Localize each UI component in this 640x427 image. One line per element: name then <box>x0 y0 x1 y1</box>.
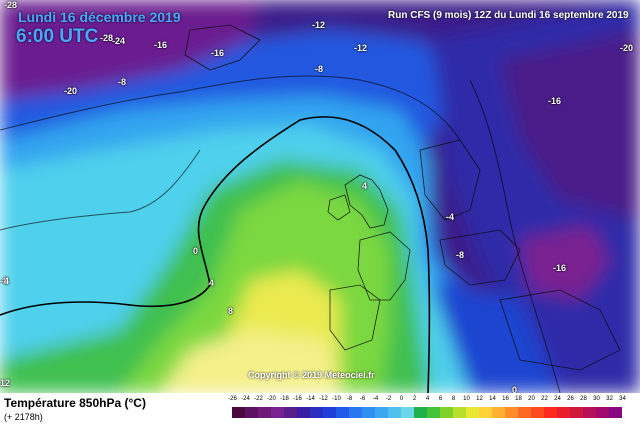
scale-tick-label: -16 <box>293 396 302 402</box>
color-swatch <box>258 407 271 418</box>
isotherm-label: -16 <box>211 48 225 58</box>
color-swatch <box>271 407 284 418</box>
isotherm-label: 12 <box>0 378 11 388</box>
scale-tick-label: 30 <box>593 396 600 402</box>
isotherm-label: -16 <box>553 263 567 273</box>
scale-tick-label: -8 <box>346 396 353 402</box>
scale-tick-label: 4 <box>425 396 430 402</box>
color-swatch <box>245 407 258 418</box>
color-swatch <box>505 407 518 418</box>
forecast-date: Lundi 16 décembre 2019 <box>18 9 181 25</box>
color-swatch <box>414 407 427 418</box>
color-swatch <box>492 407 505 418</box>
isotherm-label: -12 <box>354 43 368 53</box>
scale-tick-label: 22 <box>541 396 548 402</box>
color-swatch <box>557 407 570 418</box>
scale-tick-label: -18 <box>280 396 289 402</box>
isotherm-label: 4 <box>209 278 215 288</box>
scale-tick-label: 8 <box>451 396 456 402</box>
isotherm-label: 0 <box>193 246 199 256</box>
color-swatch <box>284 407 297 418</box>
scale-tick-label: 2 <box>412 396 417 402</box>
color-swatch <box>453 407 466 418</box>
isotherm-label: -8 <box>118 77 127 87</box>
color-swatch <box>401 407 414 418</box>
isotherm-label: -28 <box>4 0 18 10</box>
color-swatch <box>570 407 583 418</box>
scale-tick-label: 14 <box>489 396 496 402</box>
scale-tick-label: -4 <box>372 396 379 402</box>
scale-tick-label: 12 <box>476 396 483 402</box>
isotherm-label: 4 <box>362 181 368 191</box>
color-swatch <box>310 407 323 418</box>
color-swatch <box>336 407 349 418</box>
isotherm-label: -8 <box>456 250 465 260</box>
isotherm-label: -24 <box>112 36 126 46</box>
color-swatch <box>609 407 622 418</box>
isotherm-label: -8 <box>0 276 9 286</box>
temperature-map <box>0 0 640 393</box>
isotherm-label: -4 <box>446 212 455 222</box>
color-swatch <box>466 407 479 418</box>
isotherm-label: 4 <box>4 276 10 286</box>
scale-tick-label: 6 <box>438 396 443 402</box>
scale-tick-label: -12 <box>319 396 328 402</box>
color-scale-bar <box>232 407 622 418</box>
scale-tick-label: 28 <box>580 396 587 402</box>
scale-tick-label: 16 <box>502 396 509 402</box>
variable-title: Température 850hPa (°C) <box>4 396 146 410</box>
model-run-info: Run CFS (9 mois) 12Z du Lundi 16 septemb… <box>388 10 629 21</box>
isotherm-label: 8 <box>228 306 234 316</box>
isotherm-label: -16 <box>548 96 562 106</box>
color-swatch <box>427 407 440 418</box>
color-swatch <box>596 407 609 418</box>
scale-tick-label: -10 <box>332 396 341 402</box>
scale-tick-label: 20 <box>528 396 535 402</box>
scale-tick-label: 32 <box>606 396 613 402</box>
scale-tick-label: -24 <box>241 396 250 402</box>
scale-tick-label: 26 <box>567 396 574 402</box>
scale-tick-label: -26 <box>228 396 237 402</box>
color-swatch <box>583 407 596 418</box>
isotherm-label: -20 <box>64 86 78 96</box>
scale-tick-label: 34 <box>619 396 626 402</box>
isotherm-label: -28 <box>100 33 114 43</box>
color-swatch <box>544 407 557 418</box>
scale-tick-label: -2 <box>385 396 392 402</box>
scale-tick-label: 10 <box>463 396 470 402</box>
scale-tick-label: -22 <box>254 396 263 402</box>
color-swatch <box>518 407 531 418</box>
color-swatch <box>375 407 388 418</box>
color-swatch <box>232 407 245 418</box>
isotherm-label: 0 <box>512 385 518 395</box>
color-swatch <box>388 407 401 418</box>
forecast-hour: (+ 2178h) <box>4 412 43 422</box>
color-swatch <box>323 407 336 418</box>
color-swatch <box>440 407 453 418</box>
scale-tick-label: 24 <box>554 396 561 402</box>
color-scale-labels: -26 -24 -22 -20 -18 -16 -14 -12 -10 -8 -6 -4 -2 0 2 4 6 8… <box>228 396 626 406</box>
color-swatch <box>531 407 544 418</box>
color-swatch <box>297 407 310 418</box>
isotherm-label: -20 <box>620 43 634 53</box>
scale-tick-label: -6 <box>359 396 366 402</box>
isotherm-label: -16 <box>154 40 168 50</box>
scale-tick-label: -14 <box>306 396 315 402</box>
forecast-time: 6:00 UTC <box>16 26 99 47</box>
color-swatch <box>362 407 375 418</box>
color-swatch <box>349 407 362 418</box>
isotherm-label: -12 <box>312 20 326 30</box>
scale-tick-label: -20 <box>267 396 276 402</box>
scale-tick-label: 0 <box>399 396 404 402</box>
isotherm-label: -8 <box>315 64 324 74</box>
scale-tick-label: 18 <box>515 396 522 402</box>
copyright-notice: Copyright © 2019 Meteociel.fr <box>248 370 375 380</box>
color-swatch <box>479 407 492 418</box>
